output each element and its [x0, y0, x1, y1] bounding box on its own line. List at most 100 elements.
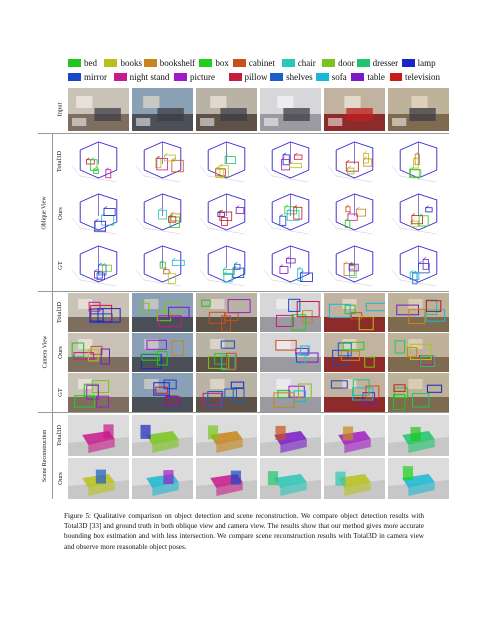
recon-thumbnail: [260, 458, 321, 499]
recon-thumbnail: [132, 458, 193, 499]
scene-ours-row: [68, 458, 449, 499]
recon-thumbnail: [196, 458, 257, 499]
oblique-thumbnail: [260, 188, 321, 238]
recon-thumbnail: [68, 415, 129, 456]
comparison-figure: Oblique View Camera View Scene Reconstru…: [38, 86, 449, 499]
oblique-thumbnail: [260, 136, 321, 186]
photo-thumbnail: [132, 88, 193, 131]
oblique-thumbnail: [388, 136, 449, 186]
legend-item: cabinet: [232, 58, 282, 68]
legend-swatch: [401, 59, 415, 67]
recon-thumbnail: [132, 415, 193, 456]
row-label-camera-ours: Ours: [56, 346, 64, 359]
legend-item: pillow: [228, 72, 271, 82]
legend-swatch: [174, 73, 188, 81]
legend-label: box: [215, 58, 229, 68]
oblique-group-rail: [38, 134, 53, 291]
camera-ours-row: [68, 333, 449, 372]
recon-thumbnail: [324, 458, 385, 499]
legend-item: television: [390, 72, 440, 82]
recon-thumbnail: [68, 458, 129, 499]
row-label-camera-gt: GT: [56, 388, 64, 397]
row-label-oblique-gt: GT: [56, 260, 64, 270]
oblique-thumbnail: [388, 240, 449, 290]
camera-group-rail: [38, 291, 53, 412]
oblique-gt-row: [68, 240, 449, 290]
separator: [38, 291, 449, 292]
separator: [38, 133, 449, 134]
camera-thumbnail: [388, 333, 449, 372]
legend-swatch: [113, 73, 127, 81]
camera-gt-row: [68, 373, 449, 412]
row-label-oblique-total3d: Total3D: [56, 150, 64, 172]
legend-swatch: [356, 59, 370, 67]
legend-item: books: [104, 58, 143, 68]
legend-label: sofa: [331, 72, 347, 82]
camera-thumbnail: [196, 373, 257, 412]
oblique-ours-row: [68, 188, 449, 238]
row-label-scene-ours: Ours: [56, 472, 64, 485]
legend-label: table: [367, 72, 385, 82]
camera-thumbnail: [196, 293, 257, 332]
oblique-thumbnail: [68, 188, 129, 238]
recon-thumbnail: [260, 415, 321, 456]
photo-thumbnail: [68, 88, 129, 131]
legend-item: bed: [68, 58, 104, 68]
legend-row-2: mirror night stand picture pillow shelves sof…: [68, 70, 440, 84]
legend-item: mirror: [68, 72, 114, 82]
legend-swatch: [322, 59, 336, 67]
photo-thumbnail: [196, 88, 257, 131]
legend-row-1: bed books bookshelf box cabinet chair door dres…: [68, 56, 440, 70]
legend-label: door: [338, 58, 355, 68]
legend-item: shelves: [270, 72, 316, 82]
recon-thumbnail: [324, 415, 385, 456]
legend-label: chair: [297, 58, 316, 68]
oblique-thumbnail: [324, 240, 385, 290]
photo-thumbnail: [324, 88, 385, 131]
category-legend: bed books bookshelf box cabinet chair door dres…: [68, 56, 440, 84]
scene-total3d-row: [68, 415, 449, 456]
oblique-thumbnail: [68, 240, 129, 290]
legend-item: box: [199, 58, 233, 68]
camera-thumbnail: [260, 293, 321, 332]
row-label-oblique-ours: Ours: [56, 206, 64, 220]
row-label-scene-total3d: Total3D: [56, 424, 64, 447]
scene-group-label: Scene Reconstruction: [42, 429, 48, 482]
figure-caption: Figure 5: Qualitative comparison on obje…: [64, 512, 424, 551]
recon-thumbnail: [388, 458, 449, 499]
recon-thumbnail: [388, 415, 449, 456]
oblique-thumbnail: [196, 240, 257, 290]
legend-swatch: [228, 73, 242, 81]
legend-item: night stand: [113, 72, 174, 82]
legend-swatch: [315, 73, 329, 81]
recon-thumbnail: [196, 415, 257, 456]
camera-thumbnail: [388, 373, 449, 412]
oblique-thumbnail: [132, 136, 193, 186]
camera-thumbnail: [388, 293, 449, 332]
legend-label: pillow: [244, 72, 268, 82]
legend-label: picture: [190, 72, 216, 82]
legend-swatch: [270, 73, 284, 81]
camera-thumbnail: [324, 373, 385, 412]
camera-thumbnail: [260, 333, 321, 372]
legend-item: sofa: [315, 72, 352, 82]
legend-swatch: [199, 59, 213, 67]
camera-thumbnail: [132, 293, 193, 332]
camera-thumbnail: [196, 333, 257, 372]
legend-swatch: [351, 73, 365, 81]
legend-swatch: [68, 73, 81, 81]
camera-thumbnail: [68, 373, 129, 412]
legend-label: cabinet: [248, 58, 275, 68]
oblique-thumbnail: [132, 188, 193, 238]
camera-total3d-row: [68, 293, 449, 332]
legend-label: lamp: [417, 58, 436, 68]
legend-swatch: [143, 59, 157, 67]
input-row: [68, 88, 449, 131]
camera-thumbnail: [132, 373, 193, 412]
camera-thumbnail: [324, 333, 385, 372]
legend-swatch: [281, 59, 295, 67]
legend-item: dresser: [356, 58, 402, 68]
legend-label: dresser: [372, 58, 399, 68]
scene-group-rail: [38, 412, 53, 499]
camera-thumbnail: [324, 293, 385, 332]
